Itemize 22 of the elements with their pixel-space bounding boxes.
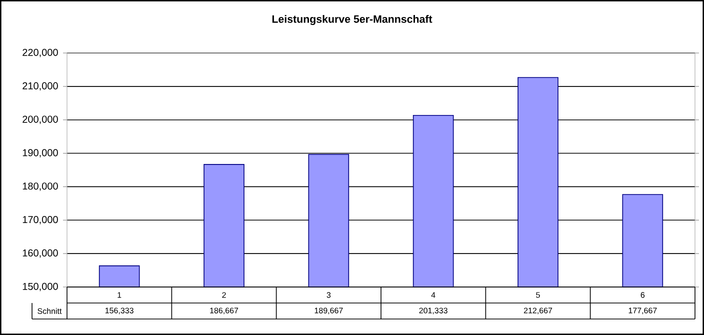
data-label: 177,667 xyxy=(628,308,657,314)
y-tick-label: 190,000 xyxy=(22,149,58,158)
data-label: 189,667 xyxy=(314,308,343,314)
y-tick-label: 160,000 xyxy=(22,249,58,258)
data-label: 212,667 xyxy=(524,308,552,314)
y-tick-label: 170,000 xyxy=(22,216,58,224)
x-tick-label: 1 xyxy=(118,292,122,298)
y-tick-label: 180,000 xyxy=(22,182,58,191)
data-label: 156,333 xyxy=(105,308,134,314)
y-tick-label: 150,000 xyxy=(22,282,58,292)
data-label: 201,333 xyxy=(419,308,448,314)
x-tick-label: 2 xyxy=(222,292,226,298)
x-tick-label: 5 xyxy=(536,292,540,298)
text: Schnitt xyxy=(38,308,62,314)
y-tick-label: 220,000 xyxy=(22,48,58,58)
x-tick-label: 3 xyxy=(326,292,331,298)
y-tick-label: 210,000 xyxy=(22,82,58,91)
x-tick-label: 4 xyxy=(431,292,436,298)
chart-title: Leistungskurve 5er-Mannschaft xyxy=(272,14,432,25)
data-label: 186,667 xyxy=(210,308,238,314)
x-tick-label: 6 xyxy=(640,292,645,298)
y-tick-label: 200,000 xyxy=(22,116,58,124)
